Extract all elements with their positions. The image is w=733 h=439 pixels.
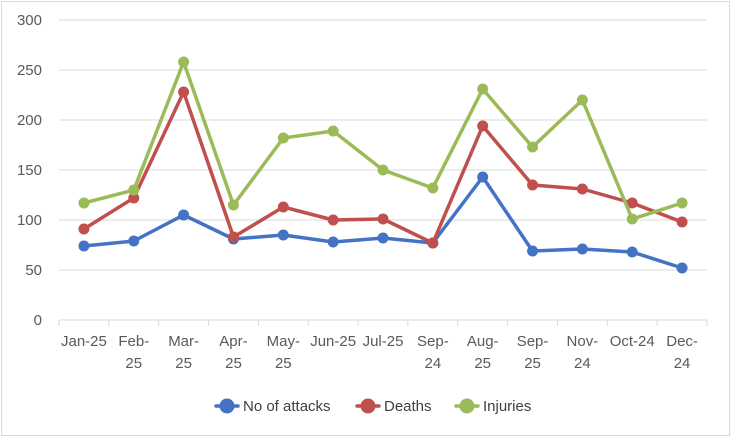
x-tick-label: Apr-25 xyxy=(219,333,247,372)
x-tick-label: Aug-25 xyxy=(467,333,499,372)
data-point xyxy=(78,240,90,252)
legend-marker xyxy=(459,398,475,414)
data-point xyxy=(377,164,389,176)
y-tick-label: 150 xyxy=(17,162,42,179)
legend-marker xyxy=(219,398,235,414)
data-point xyxy=(327,236,339,248)
x-tick-label: Oct-24 xyxy=(610,333,655,350)
legend-marker xyxy=(360,398,376,414)
data-point xyxy=(626,197,638,209)
x-tick-label: Nov-24 xyxy=(567,333,599,372)
y-tick-label: 50 xyxy=(25,262,42,279)
y-tick-label: 0 xyxy=(34,312,42,329)
x-tick-label: Jun-25 xyxy=(310,333,356,350)
data-point xyxy=(128,235,140,247)
x-tick-label: May-25 xyxy=(267,333,300,372)
x-tick-label: Mar-25 xyxy=(168,333,199,372)
series-line xyxy=(82,60,684,221)
data-point xyxy=(277,201,289,213)
tick-labels: 0 50 100 150 200 250 300 Jan-25 Feb-25 Mar-25 Apr-… xyxy=(17,12,698,372)
data-point xyxy=(227,231,239,243)
data-point xyxy=(427,237,439,249)
data-point xyxy=(128,184,140,196)
y-tick-label: 100 xyxy=(17,212,42,229)
data-point xyxy=(676,262,688,274)
x-tick-label: Dec-24 xyxy=(666,333,698,372)
y-tick-label: 300 xyxy=(17,12,42,29)
y-tick-label: 250 xyxy=(17,62,42,79)
data-point xyxy=(477,83,489,95)
grid-lines xyxy=(59,19,707,271)
legend: No of attacks Deaths Injuries xyxy=(214,398,531,415)
data-point xyxy=(78,197,90,209)
data-point xyxy=(178,209,190,221)
x-tick-label: Sep-25 xyxy=(517,333,549,372)
data-point xyxy=(576,183,588,195)
x-tick-label: Jan-25 xyxy=(61,333,107,350)
legend-label: Deaths xyxy=(384,398,432,415)
legend-label: No of attacks xyxy=(243,398,331,415)
data-point xyxy=(128,192,140,204)
data-point xyxy=(377,213,389,225)
x-tick-label: Feb-25 xyxy=(118,333,149,372)
data-point xyxy=(227,199,239,211)
data-point xyxy=(178,86,190,98)
data-point xyxy=(178,56,190,68)
data-point xyxy=(676,216,688,228)
data-point xyxy=(277,229,289,241)
series-deaths xyxy=(78,86,688,249)
data-point xyxy=(78,223,90,235)
data-point xyxy=(527,141,539,153)
data-point xyxy=(327,125,339,137)
data-point xyxy=(327,214,339,226)
legend-label: Injuries xyxy=(483,398,531,415)
y-tick-label: 200 xyxy=(17,112,42,129)
data-point xyxy=(477,120,489,132)
data-point xyxy=(626,213,638,225)
data-point xyxy=(527,245,539,257)
series-lines xyxy=(78,56,688,274)
series-injuries xyxy=(78,56,688,225)
data-point xyxy=(477,171,489,183)
data-point xyxy=(626,246,638,258)
data-point xyxy=(576,243,588,255)
x-tick-label: Jul-25 xyxy=(363,333,404,350)
data-point xyxy=(527,179,539,191)
data-point xyxy=(377,232,389,244)
data-point xyxy=(427,182,439,194)
data-point xyxy=(576,94,588,106)
axes xyxy=(58,319,708,326)
data-point xyxy=(676,197,688,209)
data-point xyxy=(277,132,289,144)
x-tick-label: Sep-24 xyxy=(417,333,449,372)
